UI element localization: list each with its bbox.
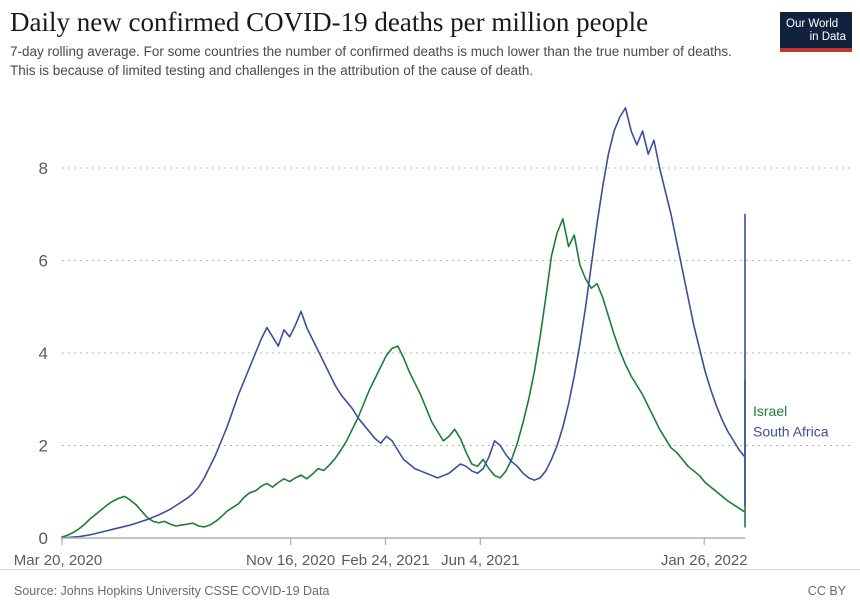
page-title: Daily new confirmed COVID-19 deaths per … bbox=[10, 7, 649, 37]
y-axis-tick-label: 0 bbox=[39, 529, 48, 548]
y-axis-tick-label: 8 bbox=[39, 159, 48, 178]
y-axis-tick-label: 2 bbox=[39, 437, 48, 456]
y-axis-labels: 0 2 4 6 8 bbox=[39, 159, 48, 548]
chart-subtitle: 7-day rolling average. For some countrie… bbox=[10, 44, 732, 78]
x-axis-tick-label: Nov 16, 2020 bbox=[246, 552, 335, 568]
y-axis-tick-label: 4 bbox=[39, 344, 48, 363]
x-axis-tick-label: Feb 24, 2021 bbox=[341, 552, 429, 568]
legend-label-israel[interactable]: Israel bbox=[753, 403, 787, 419]
y-axis-tick-label: 6 bbox=[39, 252, 48, 271]
chart-header: Daily new confirmed COVID-19 deaths per … bbox=[10, 6, 770, 80]
line-chart[interactable]: 0 2 4 6 8 Mar 20, 2020 Nov 16, 2020 Feb 24, 20… bbox=[0, 78, 860, 568]
logo-accent-bar bbox=[780, 48, 852, 52]
series-line-south-africa bbox=[61, 107, 746, 539]
our-world-in-data-logo[interactable]: Our World in Data bbox=[780, 12, 852, 52]
x-axis: Mar 20, 2020 Nov 16, 2020 Feb 24, 2021 Jun … bbox=[14, 537, 748, 568]
series-lines bbox=[61, 107, 746, 539]
x-axis-tick-label: Mar 20, 2020 bbox=[14, 552, 102, 568]
legend-label-south-africa[interactable]: South Africa bbox=[753, 424, 829, 440]
license-text[interactable]: CC BY bbox=[807, 584, 846, 598]
chart-area: 0 2 4 6 8 Mar 20, 2020 Nov 16, 2020 Feb 24, 20… bbox=[0, 78, 860, 568]
logo-line-2: in Data bbox=[809, 30, 846, 43]
chart-legend[interactable]: Israel South Africa bbox=[753, 403, 829, 440]
gridlines bbox=[62, 167, 852, 446]
source-text: Source: Johns Hopkins University CSSE CO… bbox=[14, 584, 330, 598]
series-line-israel bbox=[61, 218, 746, 538]
chart-footer: Source: Johns Hopkins University CSSE CO… bbox=[0, 569, 860, 612]
x-axis-tick-label: Jun 4, 2021 bbox=[441, 552, 519, 568]
logo-line-1: Our World bbox=[786, 17, 839, 30]
x-axis-tick-label: Jan 26, 2022 bbox=[661, 552, 748, 568]
